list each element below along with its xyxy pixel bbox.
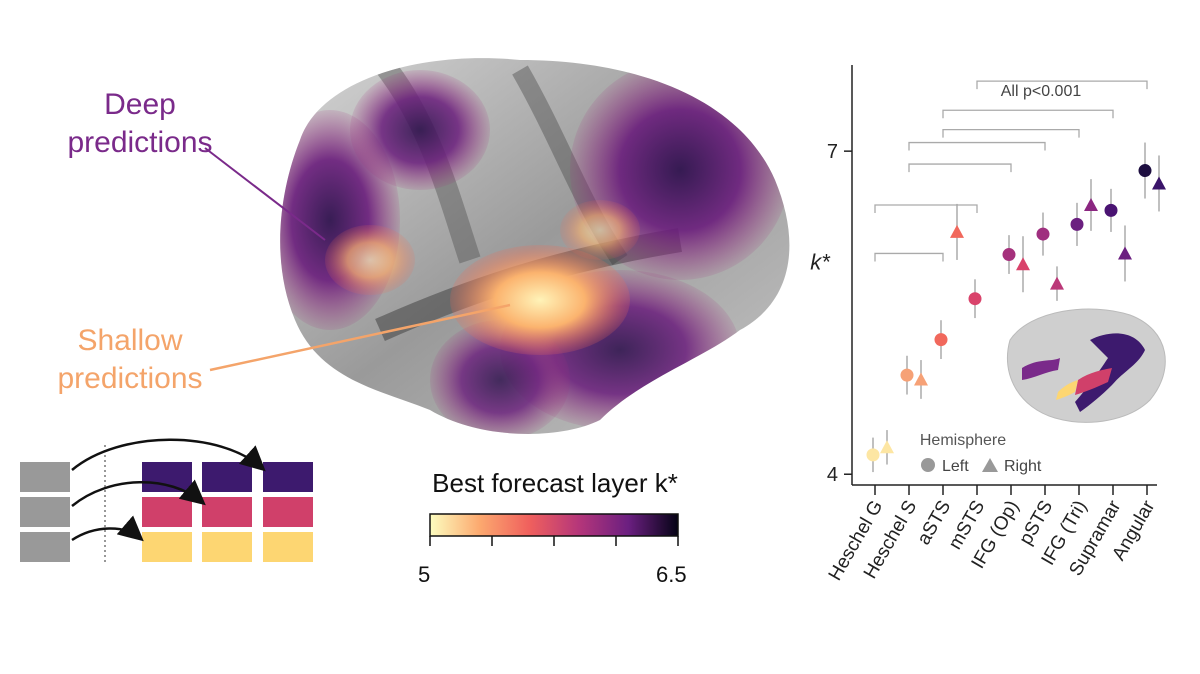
input-block bbox=[20, 462, 70, 492]
forecast-arrow-mid bbox=[71, 479, 206, 507]
inset-region-sts bbox=[1075, 368, 1112, 395]
shallow-block bbox=[142, 532, 192, 562]
left-point bbox=[866, 448, 880, 462]
mid-block bbox=[202, 497, 252, 527]
deep-pointer-line bbox=[204, 147, 326, 241]
deep-block bbox=[142, 462, 192, 492]
colorbar-min-label: 5 bbox=[418, 562, 431, 587]
colorbar-ticks bbox=[429, 536, 679, 546]
legend-marker-left bbox=[921, 458, 935, 472]
significance-annotation: All p<0.001 bbox=[1001, 83, 1082, 100]
significance-bracket bbox=[942, 128, 1080, 138]
colorbar-max-label: 6.5 bbox=[656, 562, 687, 587]
shallow-block bbox=[263, 532, 313, 562]
forecast-schematic bbox=[20, 438, 313, 562]
y-tick-label: 4 bbox=[827, 464, 838, 486]
left-point bbox=[1002, 248, 1016, 262]
mid-block bbox=[142, 497, 192, 527]
significance-bracket bbox=[908, 163, 1012, 173]
left-point bbox=[968, 292, 982, 306]
left-point bbox=[900, 368, 914, 382]
left-point bbox=[1070, 217, 1084, 231]
y-tick-label: 7 bbox=[827, 141, 838, 163]
right-point bbox=[914, 372, 928, 386]
colorbar bbox=[429, 513, 679, 546]
significance-bracket bbox=[874, 204, 978, 213]
right-point bbox=[1084, 198, 1098, 211]
significance-bracket bbox=[908, 141, 1046, 151]
right-point bbox=[950, 224, 964, 238]
forecast-arrow-shallow bbox=[71, 515, 144, 542]
input-block bbox=[20, 532, 70, 562]
legend-label-left: Left bbox=[942, 458, 969, 475]
left-point bbox=[1036, 227, 1050, 241]
right-point bbox=[1118, 246, 1132, 260]
legend-label-right: Right bbox=[1004, 458, 1042, 475]
shallow-pointer-line bbox=[209, 303, 511, 372]
deep-block bbox=[202, 462, 252, 492]
brain-surface-map bbox=[204, 58, 790, 434]
right-point bbox=[1152, 176, 1166, 190]
colorbar-gradient bbox=[429, 513, 679, 537]
significance-bracket bbox=[874, 252, 944, 262]
shallow-block bbox=[202, 532, 252, 562]
left-point bbox=[1104, 203, 1118, 217]
shallow-predictions-label: Shallow predictions bbox=[57, 324, 203, 395]
significance-bracket bbox=[976, 80, 1148, 90]
input-block bbox=[20, 497, 70, 527]
right-point bbox=[880, 440, 894, 454]
y-axis-label: k* bbox=[810, 250, 831, 275]
deep-predictions-label: Deep predictions bbox=[67, 88, 213, 159]
legend-title: Hemisphere bbox=[920, 432, 1006, 449]
mid-block bbox=[263, 497, 313, 527]
significance-bracket bbox=[942, 109, 1114, 119]
inset-region-heschl bbox=[1056, 380, 1078, 400]
legend-marker-right bbox=[982, 458, 998, 472]
forecast-arrow-deep bbox=[71, 438, 266, 472]
left-point bbox=[1138, 164, 1152, 178]
right-point bbox=[1050, 276, 1064, 290]
colorbar-title: Best forecast layer k* bbox=[432, 468, 678, 498]
right-point bbox=[1016, 257, 1030, 271]
inset-region-ifg bbox=[1022, 358, 1060, 380]
left-point bbox=[934, 333, 948, 347]
deep-block bbox=[263, 462, 313, 492]
